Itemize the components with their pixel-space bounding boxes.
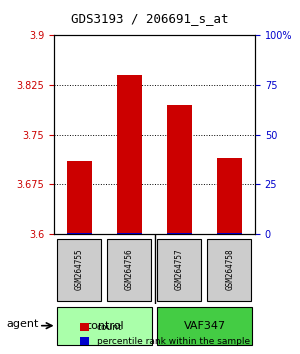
- Bar: [217, 233, 242, 234]
- Text: GSM264756: GSM264756: [125, 248, 134, 290]
- Text: VAF347: VAF347: [184, 321, 226, 331]
- Legend: count, percentile rank within the sample: count, percentile rank within the sample: [77, 320, 253, 349]
- FancyBboxPatch shape: [56, 239, 101, 301]
- Bar: [167, 233, 192, 234]
- FancyBboxPatch shape: [207, 239, 251, 301]
- Text: agent: agent: [6, 319, 38, 329]
- FancyBboxPatch shape: [157, 239, 201, 301]
- Text: control: control: [85, 321, 124, 331]
- FancyBboxPatch shape: [107, 239, 151, 301]
- Text: GSM264755: GSM264755: [75, 248, 84, 290]
- Bar: [117, 75, 142, 234]
- Bar: [67, 233, 92, 234]
- FancyBboxPatch shape: [157, 307, 253, 345]
- Bar: [167, 105, 192, 234]
- FancyBboxPatch shape: [56, 307, 152, 345]
- Bar: [217, 158, 242, 234]
- Text: GSM264758: GSM264758: [225, 248, 234, 290]
- Text: GDS3193 / 206691_s_at: GDS3193 / 206691_s_at: [71, 12, 229, 25]
- Text: GSM264757: GSM264757: [175, 248, 184, 290]
- Bar: [117, 233, 142, 234]
- Bar: [67, 161, 92, 234]
